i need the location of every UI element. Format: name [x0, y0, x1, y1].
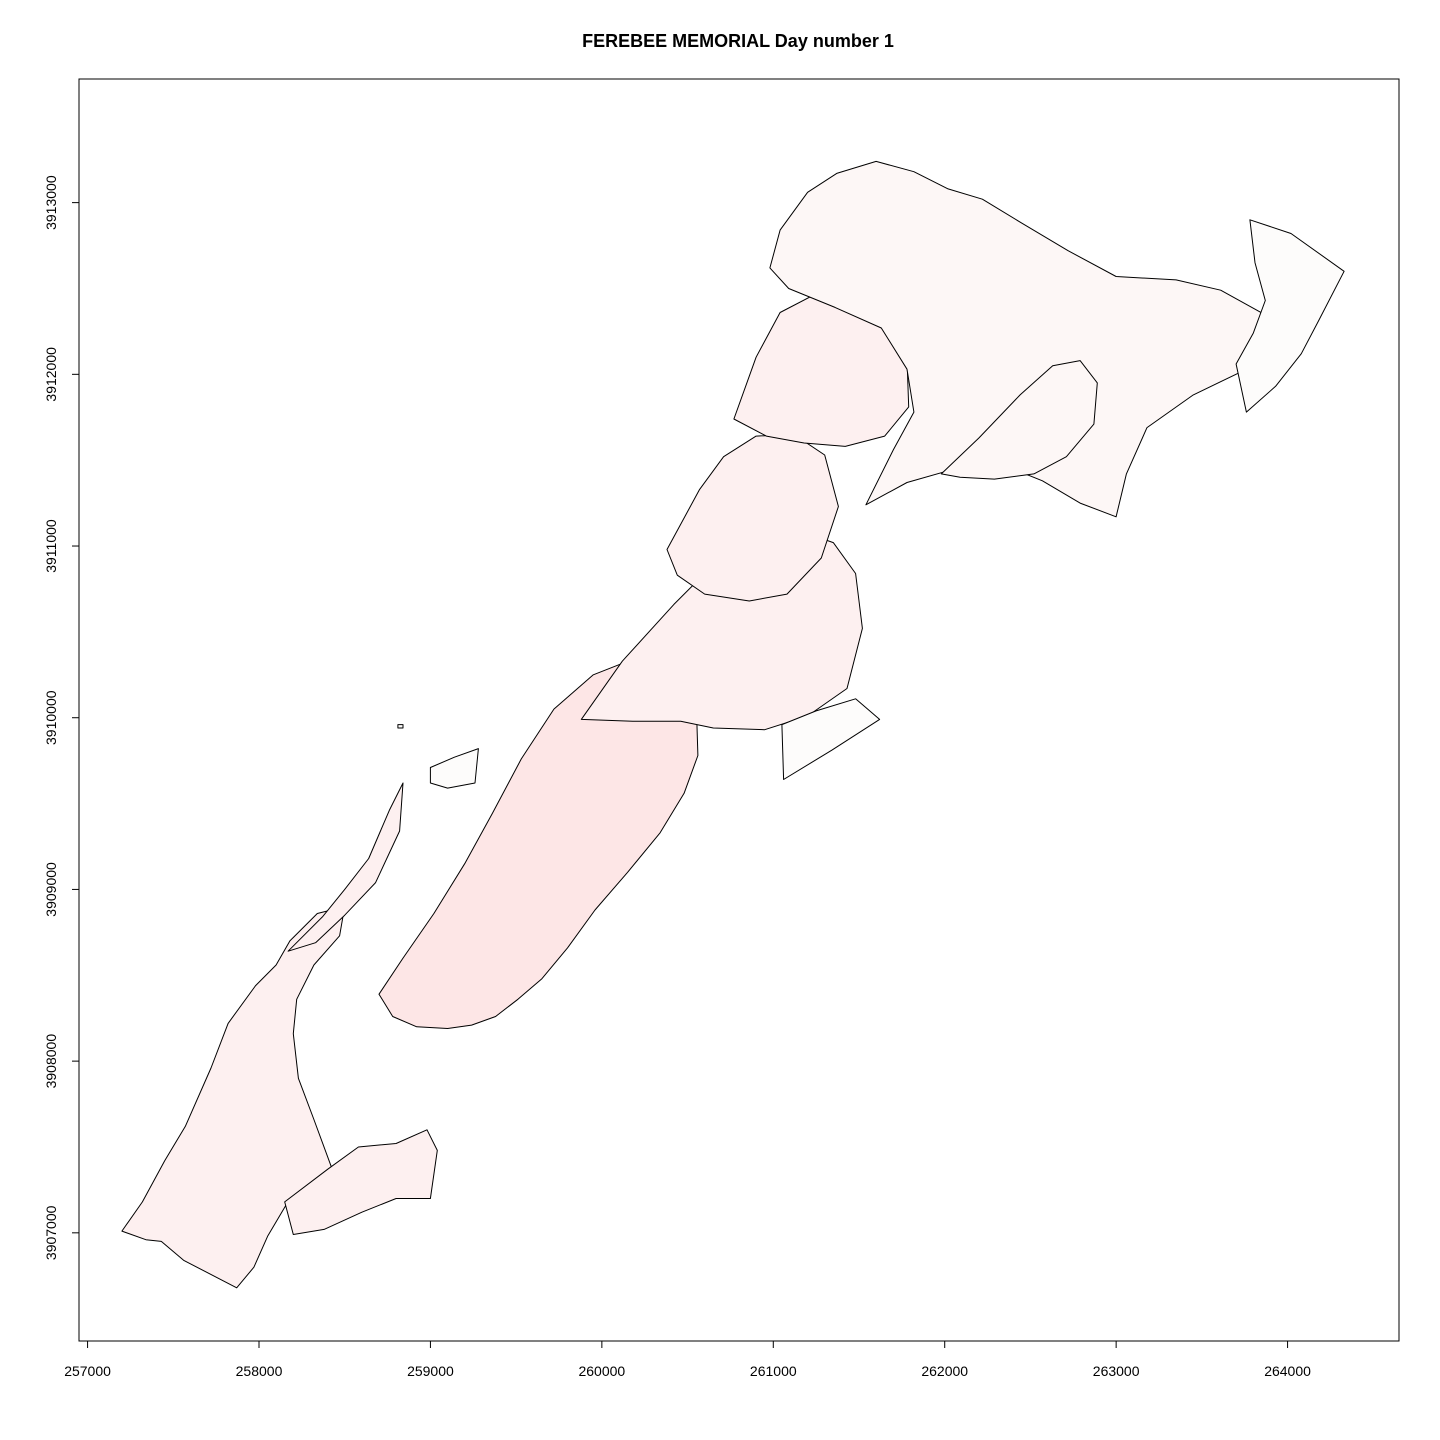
region-polygon — [378, 652, 699, 1029]
x-tick-label: 263000 — [1093, 1363, 1140, 1379]
region-polygon — [429, 748, 479, 789]
y-tick-label: 3913000 — [43, 175, 59, 230]
region-polygon — [121, 906, 346, 1289]
region-polygon — [781, 698, 881, 780]
region-polygon — [940, 360, 1098, 480]
y-tick-label: 3911000 — [43, 519, 59, 573]
x-tick-label: 259000 — [407, 1363, 454, 1379]
region-polygon — [769, 160, 1280, 518]
region-polygon — [287, 782, 404, 952]
x-tick-label: 260000 — [578, 1363, 625, 1379]
y-tick-label: 3910000 — [43, 690, 59, 745]
y-tick-label: 3908000 — [43, 1034, 59, 1089]
region-polygon — [1235, 219, 1345, 413]
x-tick-label: 261000 — [750, 1363, 797, 1379]
x-tick-label: 264000 — [1264, 1363, 1311, 1379]
region-polygon — [397, 724, 404, 729]
y-tick-label: 3912000 — [43, 347, 59, 402]
region-polygon — [666, 433, 839, 602]
x-tick-label: 262000 — [921, 1363, 968, 1379]
x-tick-label: 258000 — [236, 1363, 283, 1379]
x-axis: 257000 258000 259000 260000 261000 262000 2630… — [64, 1340, 1311, 1379]
x-tick-label: 257000 — [64, 1363, 111, 1379]
y-axis: 3907000 3908000 3909000 3910000 3911000 39120… — [43, 175, 80, 1260]
map-regions — [121, 160, 1345, 1289]
y-tick-label: 3909000 — [43, 862, 59, 917]
region-polygon — [284, 1129, 438, 1235]
y-tick-label: 3907000 — [43, 1205, 59, 1260]
plot-title: FEREBEE MEMORIAL Day number 1 — [582, 31, 894, 51]
